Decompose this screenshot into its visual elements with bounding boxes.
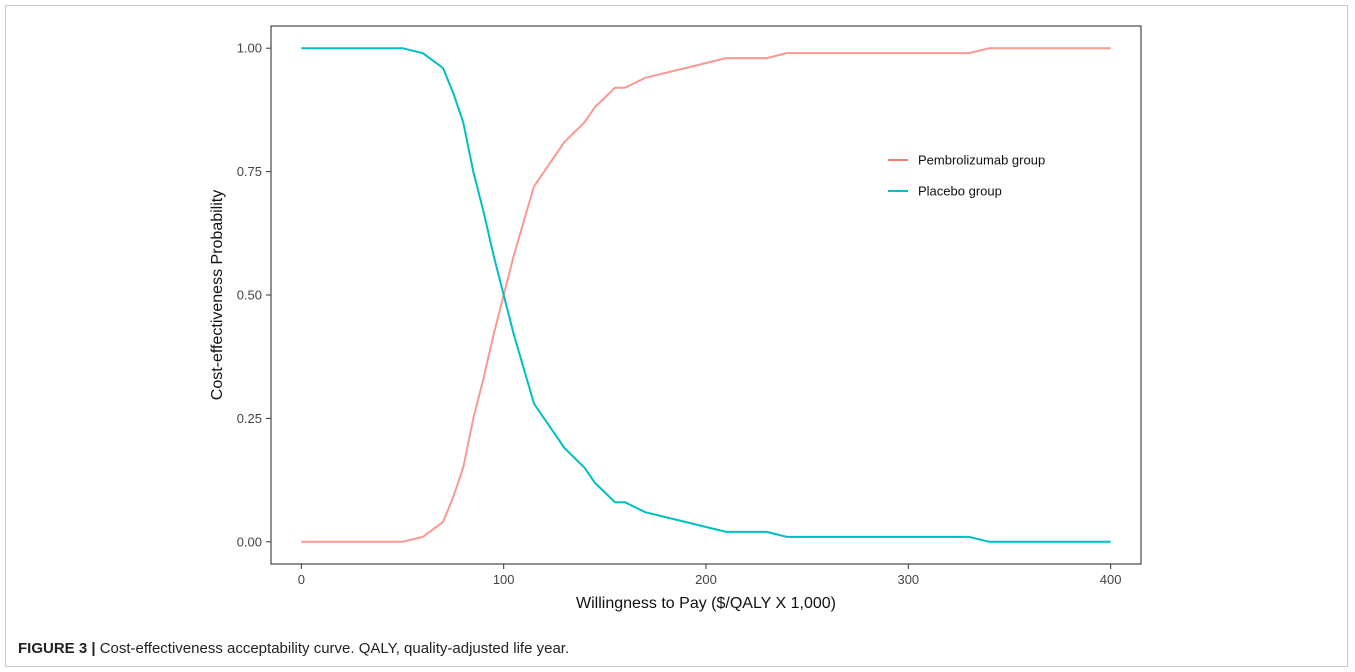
y-tick-label: 0.75 xyxy=(237,164,262,179)
y-axis: 0.00 0.25 0.50 0.75 1.00 xyxy=(237,41,271,549)
x-tick-label: 400 xyxy=(1100,572,1122,587)
series-line-pembrolizumab xyxy=(301,47,1111,543)
x-tick-label: 300 xyxy=(897,572,919,587)
x-tick-label: 100 xyxy=(493,572,515,587)
y-tick-label: 0.50 xyxy=(237,288,262,303)
x-tick-label: 200 xyxy=(695,572,717,587)
y-tick-label: 1.00 xyxy=(237,41,262,56)
y-tick-label: 0.00 xyxy=(237,534,262,549)
y-tick-label: 0.25 xyxy=(237,411,262,426)
x-tick-label: 0 xyxy=(298,572,305,587)
plot-panel xyxy=(270,25,1142,565)
series-layer xyxy=(301,47,1111,543)
y-axis-title: Cost-effectiveness Probability xyxy=(209,190,226,400)
legend: Pembrolizumab group Placebo group xyxy=(888,153,1045,199)
figure-frame xyxy=(5,5,1348,667)
legend-label-pembrolizumab: Pembrolizumab group xyxy=(918,153,1045,168)
series-line-placebo xyxy=(301,47,1111,543)
legend-label-placebo: Placebo group xyxy=(918,184,1002,199)
figure-caption: FIGURE 3 | Cost-effectiveness acceptabil… xyxy=(18,640,569,657)
x-axis: 0 100 200 300 400 xyxy=(298,564,1122,587)
x-axis-title: Willingness to Pay ($/QALY X 1,000) xyxy=(576,595,836,612)
figure-caption-label: FIGURE 3 | xyxy=(18,640,96,657)
figure-caption-text: Cost-effectiveness acceptability curve. … xyxy=(99,640,570,657)
